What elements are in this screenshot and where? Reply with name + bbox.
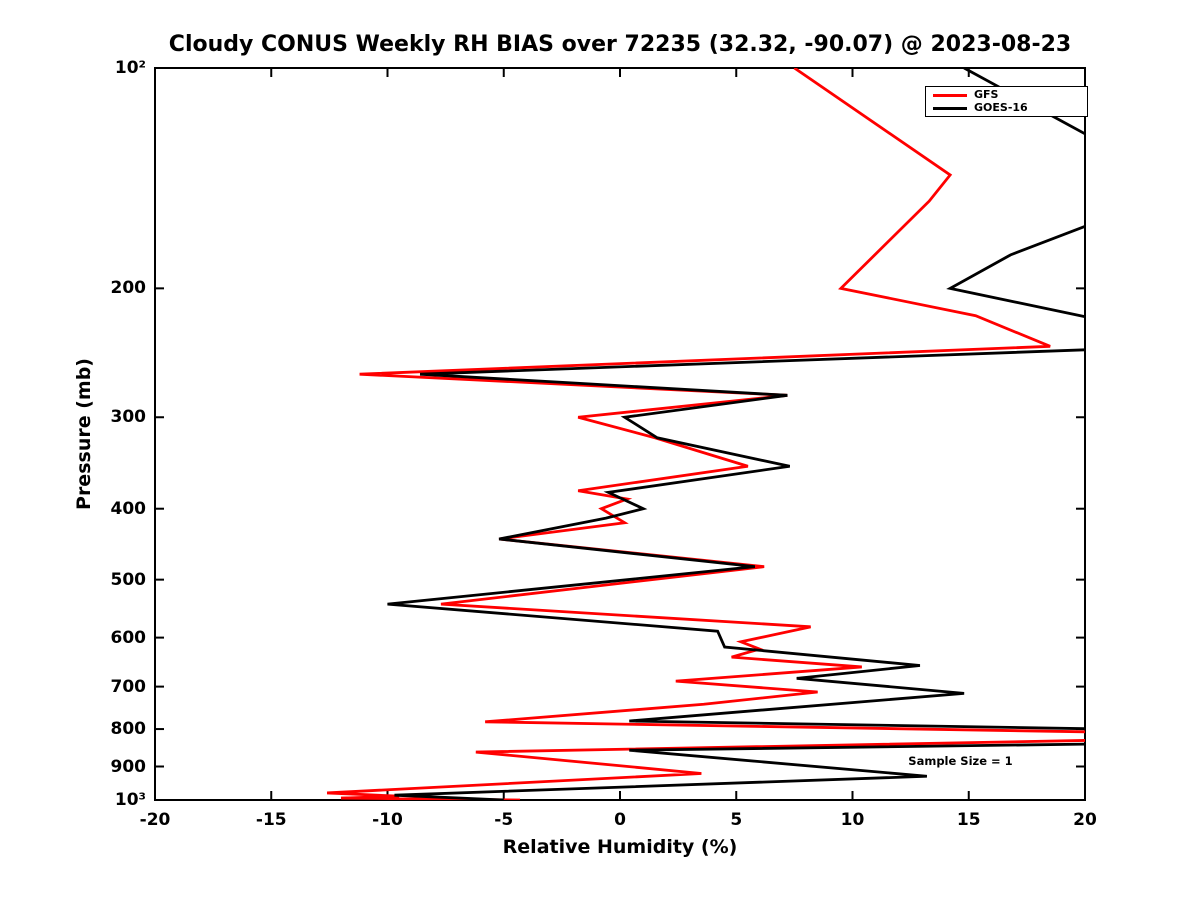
x-tick-label: 20	[1073, 810, 1097, 830]
x-axis-label: Relative Humidity (%)	[502, 836, 738, 858]
series-goes-16	[387, 68, 1085, 800]
annotation-sample-size: Sample Size = 1	[908, 754, 1013, 769]
legend: GFS GOES-16	[925, 86, 1088, 117]
chart-title: Cloudy CONUS Weekly RH BIAS over 72235 (…	[168, 32, 1072, 57]
x-tick-label: 5	[730, 810, 743, 830]
y-tick-label: 300	[110, 407, 147, 428]
y-tick-label: 900	[110, 756, 147, 777]
x-tick-label: -15	[255, 810, 287, 830]
y-tick-label: 10²	[114, 58, 146, 78]
series-group	[326, 68, 1085, 800]
x-tick-label: -20	[139, 810, 171, 830]
goes16-line-swatch	[933, 106, 967, 110]
y-tick-label: 800	[110, 719, 147, 740]
x-tick-label: 10	[840, 810, 865, 830]
gfs-line-swatch	[933, 93, 967, 97]
y-tick-label: 400	[110, 498, 147, 519]
legend-label-gfs: GFS	[974, 88, 999, 101]
y-tick-label: 10³	[114, 790, 146, 810]
y-axis-label: Pressure (mb)	[73, 358, 95, 510]
y-tick-label: 500	[110, 569, 147, 590]
series-gfs	[326, 68, 1085, 800]
x-tick-label: 0	[614, 810, 626, 830]
y-tick-label: 700	[110, 676, 147, 697]
plot-border	[154, 67, 1086, 801]
x-tick-label: -10	[372, 810, 403, 830]
legend-label-goes16: GOES-16	[974, 101, 1028, 114]
x-tick-label: 15	[956, 810, 981, 830]
x-tick-label: -5	[494, 810, 514, 830]
y-tick-label: 600	[110, 627, 147, 648]
y-tick-label: 200	[110, 278, 147, 299]
legend-entry-goes16: GOES-16	[933, 102, 1080, 114]
legend-entry-gfs: GFS	[933, 89, 1080, 101]
